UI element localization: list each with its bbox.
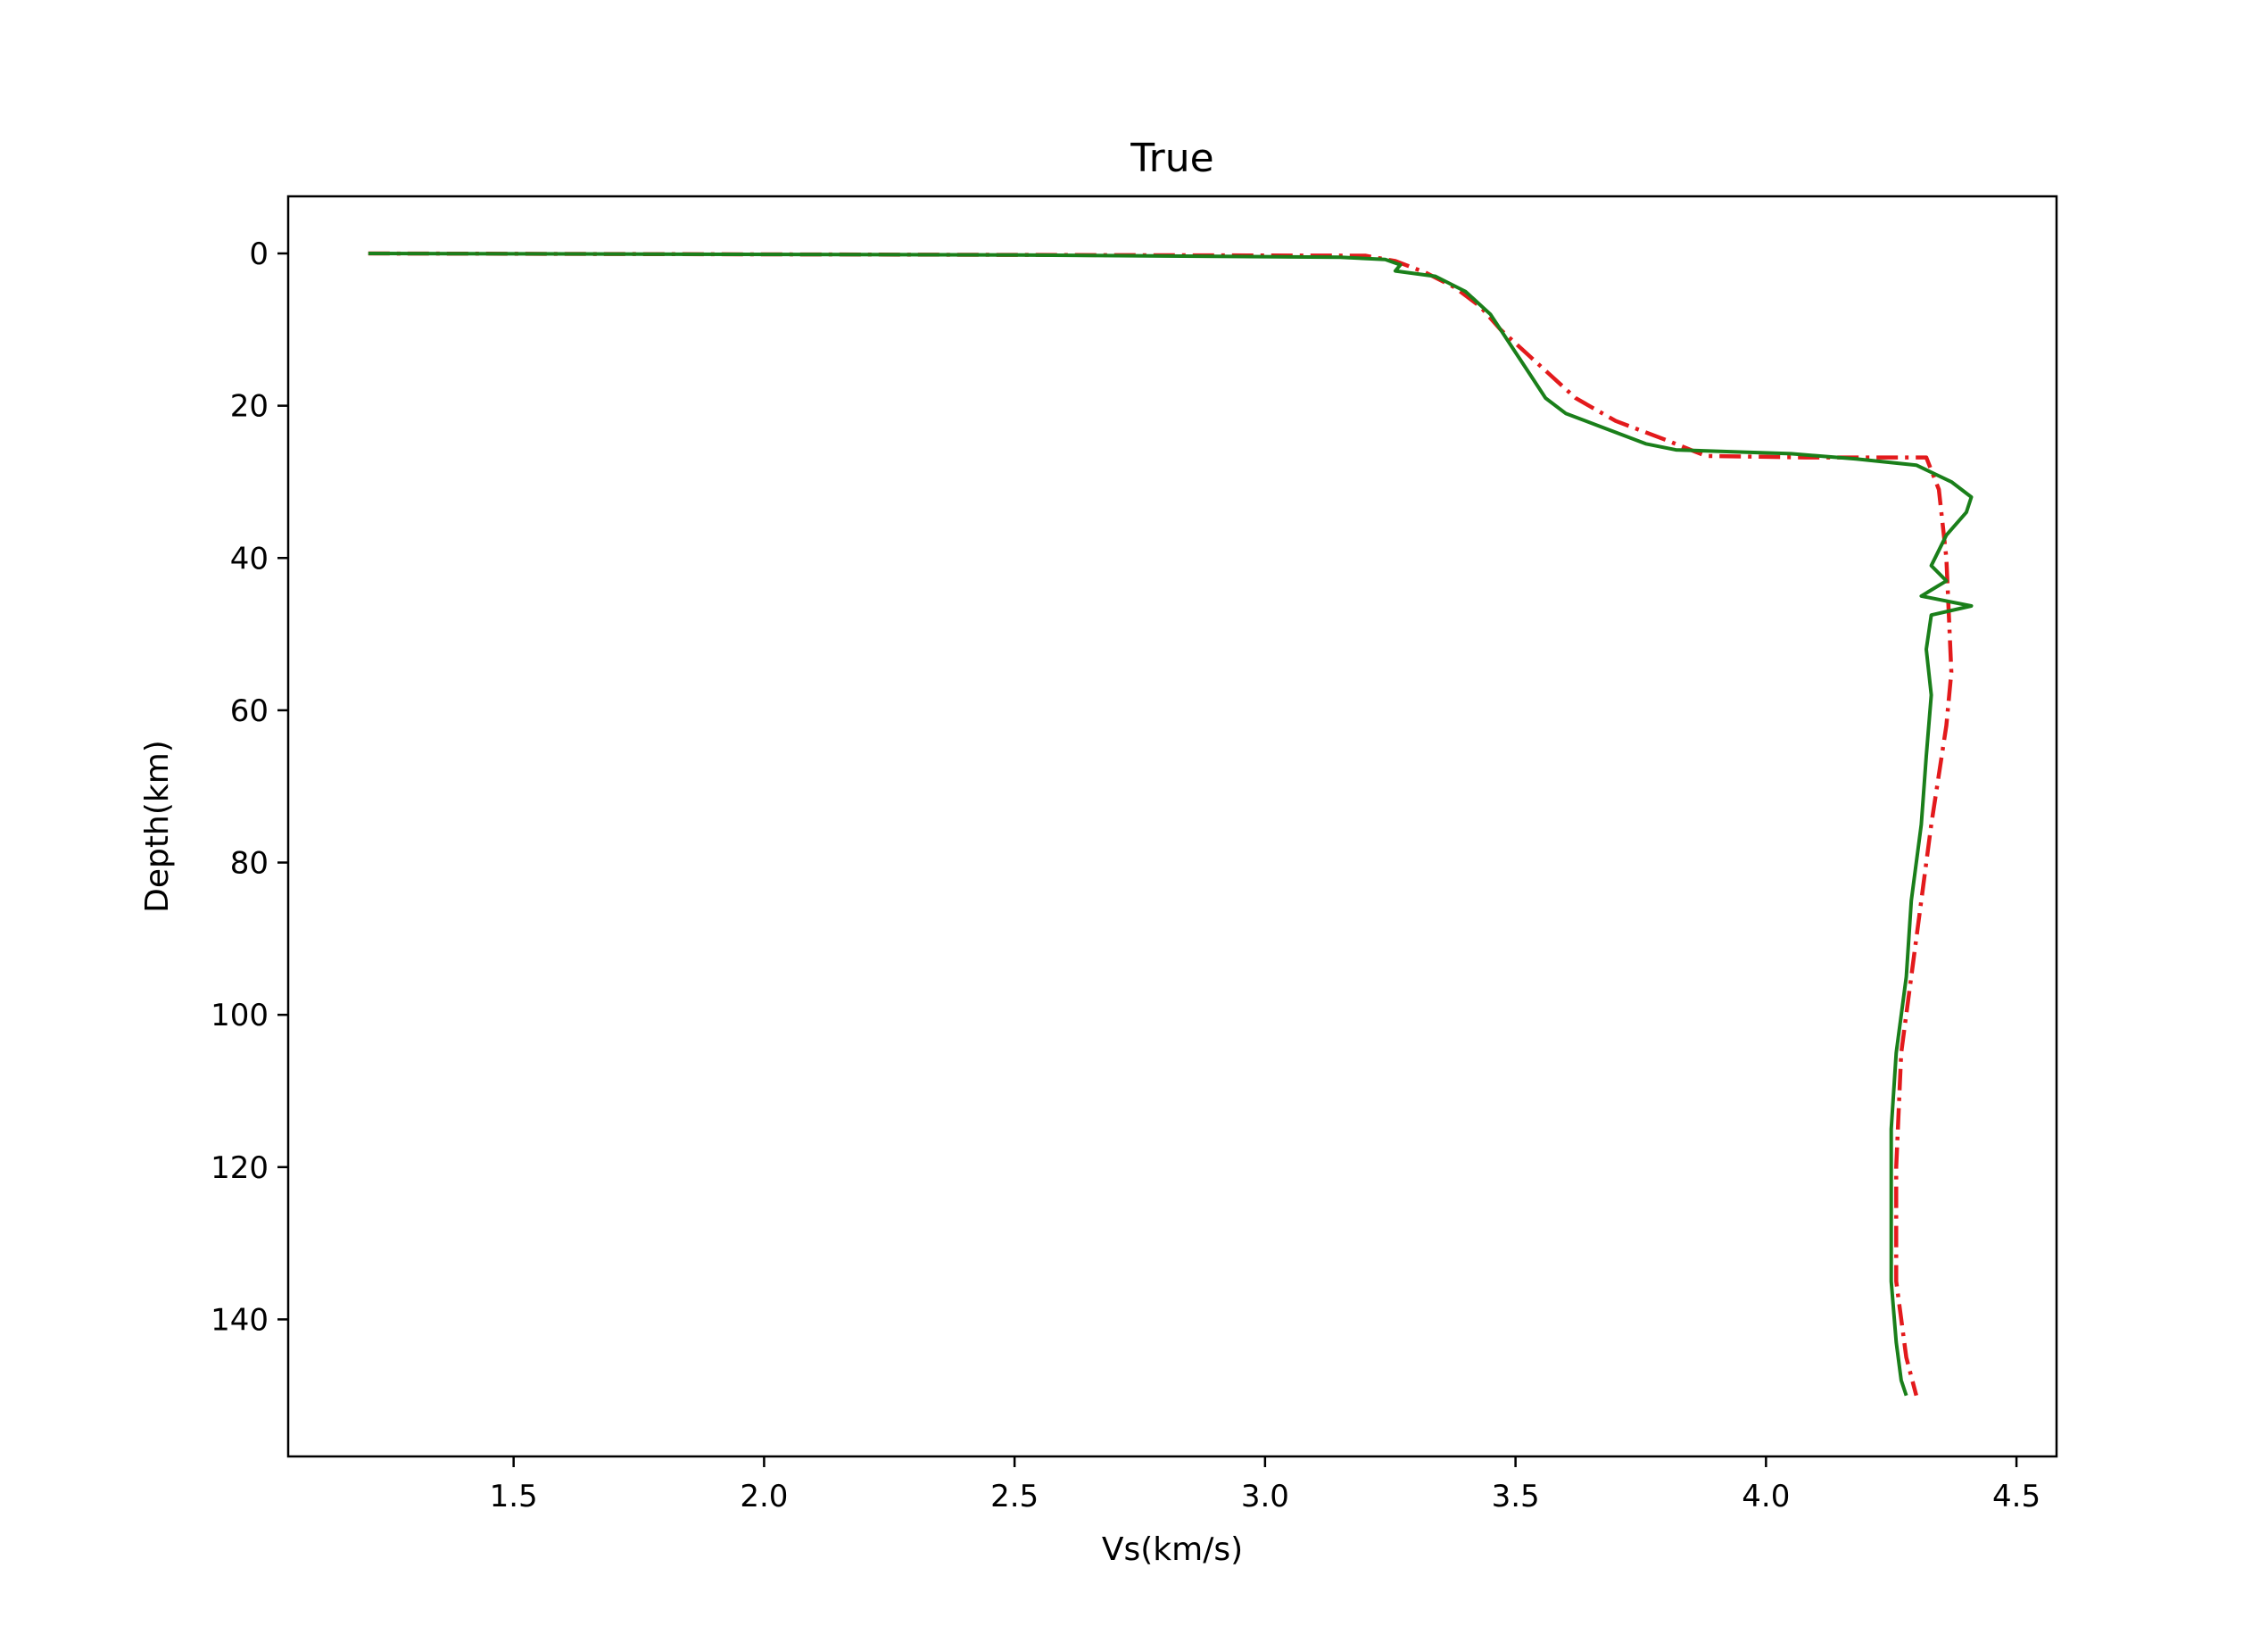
series-line-red-dashdot [368, 251, 1954, 1397]
series-line-green-solid [368, 252, 1974, 1397]
chart-title: True [1130, 136, 1213, 181]
x-tick-label: 3.5 [1492, 1479, 1540, 1514]
x-tick-label: 1.5 [490, 1479, 538, 1514]
x-tick-label: 2.5 [990, 1479, 1039, 1514]
y-axis: 0 20 40 60 80 100 120 140 [211, 236, 288, 1338]
y-tick-label: 80 [230, 846, 269, 882]
x-tick-label: 2.0 [740, 1479, 788, 1514]
y-tick-label: 20 [230, 389, 269, 425]
x-tick-label: 4.0 [1742, 1479, 1790, 1514]
plot-frame [286, 195, 2058, 1458]
y-tick-label: 0 [249, 236, 269, 272]
y-axis-label: Depth(km) [139, 740, 176, 913]
x-axis: 1.5 2.0 2.5 3.0 3.5 4.0 4.5 [490, 1456, 2040, 1514]
y-tick-label: 60 [230, 693, 269, 729]
x-axis-label: Vs(km/s) [1102, 1531, 1243, 1568]
x-tick-label: 3.0 [1241, 1479, 1289, 1514]
y-tick-label: 40 [230, 541, 269, 577]
x-tick-label: 4.5 [1992, 1479, 2040, 1514]
y-tick-label: 140 [211, 1302, 269, 1338]
plot-area [368, 251, 1974, 1397]
y-tick-label: 120 [211, 1150, 269, 1186]
y-tick-label: 100 [211, 998, 269, 1033]
